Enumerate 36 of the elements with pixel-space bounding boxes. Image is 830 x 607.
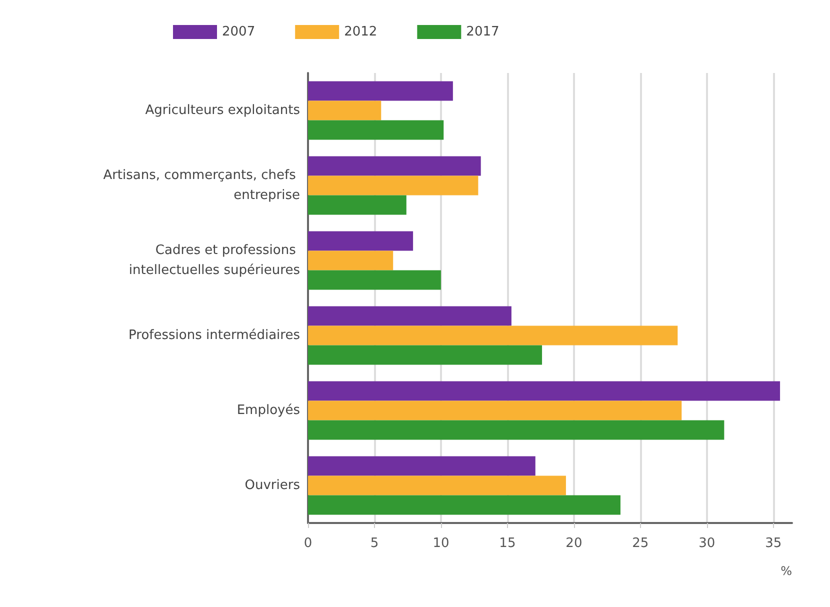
bar [308, 176, 478, 196]
bar [308, 231, 414, 251]
x-tick-label: 30 [698, 536, 716, 551]
bar [308, 156, 481, 176]
x-tick-label: 35 [765, 536, 782, 551]
legend-label: 2007 [222, 24, 256, 40]
x-tick-label: 25 [632, 536, 649, 551]
x-tick-label: 10 [432, 536, 450, 551]
bar [308, 120, 444, 140]
bar [308, 400, 682, 420]
bar [308, 81, 453, 101]
bar [308, 345, 542, 365]
y-tick-label: Cadres et professions intellectuelles supérieures [128, 243, 300, 278]
bar [308, 381, 780, 401]
x-tick-label: 0 [304, 536, 312, 551]
bar [308, 195, 406, 215]
x-tick-label: 20 [566, 536, 582, 551]
y-tick-label: Artisans, commerçants, chefs entreprise [103, 168, 300, 203]
legend-label: 2012 [344, 24, 378, 40]
x-tick-label: 15 [499, 536, 516, 551]
x-axis-title: % [780, 564, 792, 578]
bar [308, 456, 536, 476]
legend-label: 2017 [466, 24, 500, 40]
bar [308, 100, 382, 120]
x-tick-label: 5 [370, 536, 379, 551]
y-tick-label: Agriculteurs exploitants [145, 103, 300, 118]
bar [308, 420, 724, 440]
bar [308, 326, 678, 346]
y-tick-label: Ouvriers [244, 478, 300, 493]
bar [308, 476, 566, 496]
bar [308, 250, 394, 270]
bar [308, 495, 620, 515]
y-tick-label: Employés [236, 403, 300, 418]
bar [308, 270, 441, 290]
bar [308, 306, 512, 326]
y-tick-label: Professions intermédiaires [128, 328, 300, 343]
